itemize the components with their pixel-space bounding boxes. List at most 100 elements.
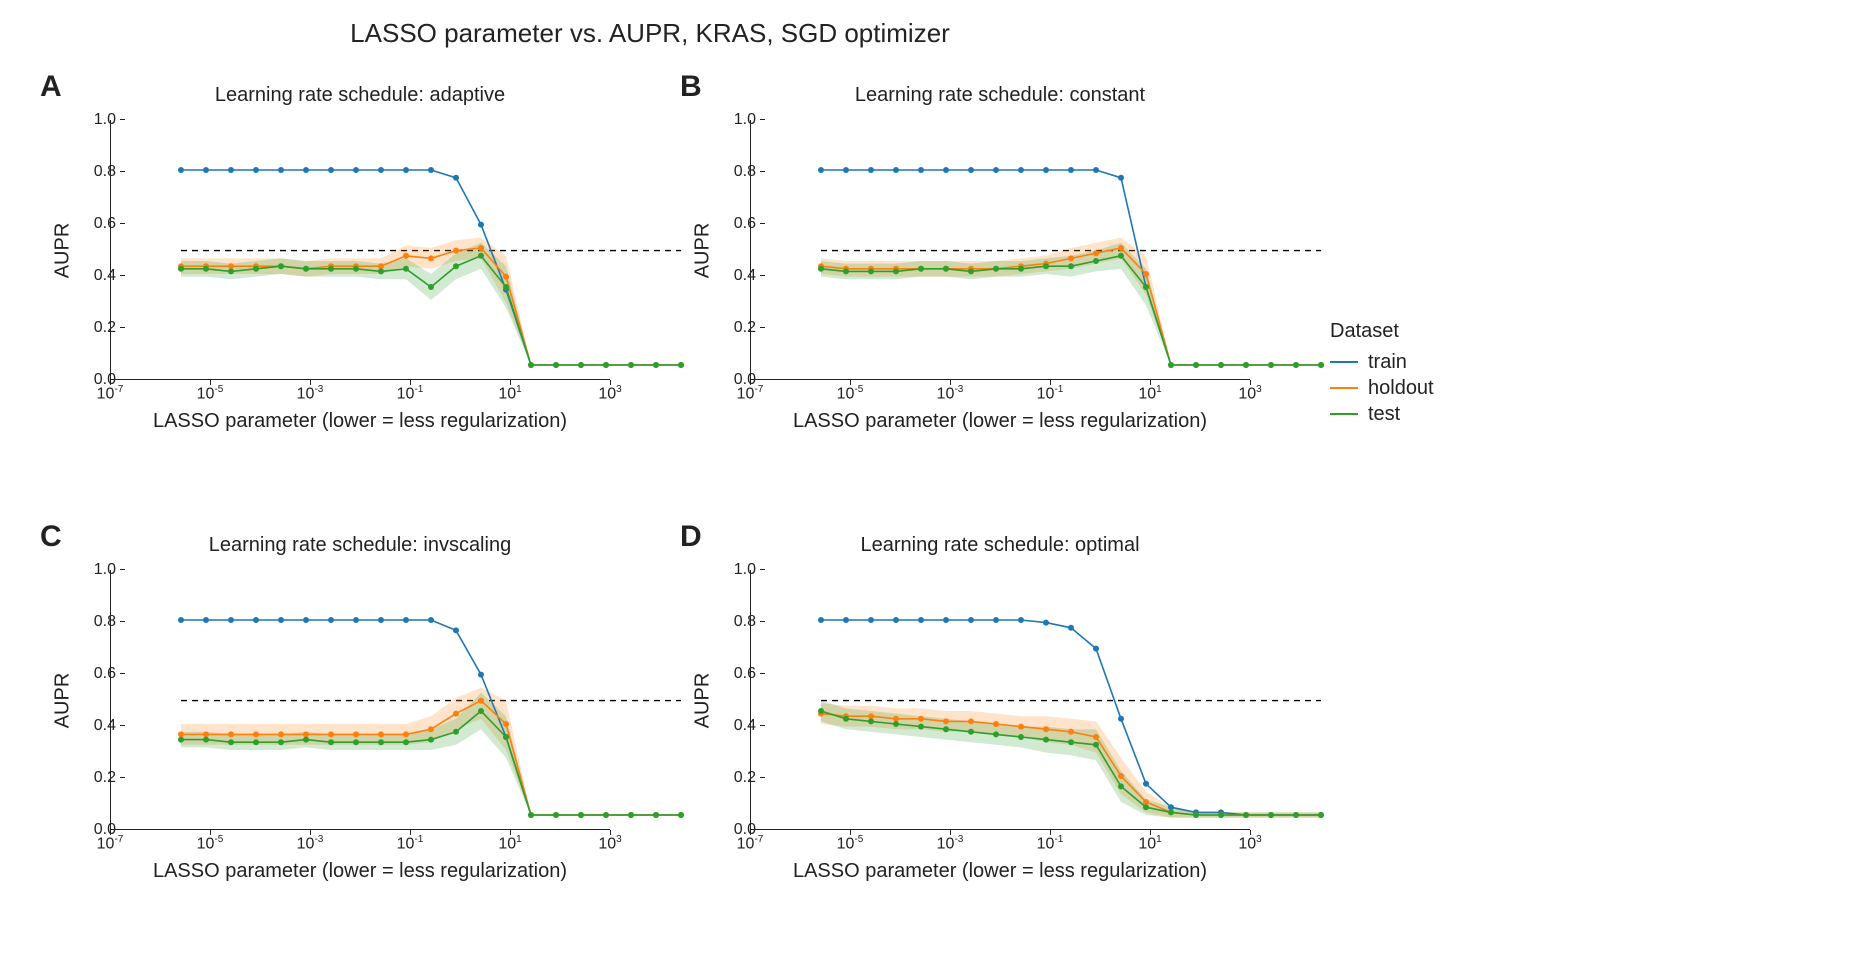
series-marker-test (1043, 737, 1049, 743)
series-marker-test (818, 708, 824, 714)
series-marker-test (228, 739, 234, 745)
y-axis-label: AUPR (50, 120, 76, 380)
series-marker-train (178, 617, 184, 623)
series-marker-test (1143, 284, 1149, 290)
series-marker-holdout (1093, 734, 1099, 740)
series-marker-test (1318, 362, 1324, 368)
series-marker-test (893, 721, 899, 727)
confidence-band-test (181, 693, 681, 815)
series-marker-test (603, 362, 609, 368)
series-marker-test (1168, 362, 1174, 368)
series-marker-holdout (893, 716, 899, 722)
y-axis-label: AUPR (690, 120, 716, 380)
y-tick: 1.0 (66, 112, 116, 128)
series-marker-test (278, 739, 284, 745)
plot-area (750, 570, 1250, 830)
series-marker-train (403, 617, 409, 623)
x-tick: 10-7 (80, 384, 140, 403)
series-marker-test (378, 739, 384, 745)
series-marker-test (1268, 812, 1274, 818)
series-marker-test (918, 266, 924, 272)
series-marker-train (178, 167, 184, 173)
series-marker-train (428, 167, 434, 173)
series-marker-test (203, 266, 209, 272)
series-marker-train (1018, 617, 1024, 623)
y-tick: 0.2 (706, 770, 756, 786)
y-tick: 0.6 (66, 666, 116, 682)
series-marker-train (1118, 175, 1124, 181)
series-marker-test (228, 268, 234, 274)
series-marker-train (968, 617, 974, 623)
series-marker-test (1018, 266, 1024, 272)
series-marker-holdout (178, 731, 184, 737)
legend-swatch-holdout (1330, 387, 1358, 389)
plot-area (750, 120, 1250, 380)
series-marker-holdout (428, 255, 434, 261)
series-marker-test (653, 362, 659, 368)
x-tick: 10-5 (180, 834, 240, 853)
series-marker-holdout (453, 711, 459, 717)
series-marker-test (1018, 734, 1024, 740)
series-marker-test (1268, 362, 1274, 368)
series-marker-test (993, 266, 999, 272)
series-marker-test (553, 362, 559, 368)
series-marker-test (1068, 263, 1074, 269)
y-tick: 0.2 (66, 770, 116, 786)
series-marker-test (478, 253, 484, 259)
series-marker-test (578, 362, 584, 368)
y-tick: 0.4 (706, 718, 756, 734)
series-marker-holdout (253, 731, 259, 737)
series-marker-test (893, 268, 899, 274)
series-marker-train (918, 617, 924, 623)
series-marker-test (1318, 812, 1324, 818)
series-marker-train (993, 167, 999, 173)
series-marker-test (528, 362, 534, 368)
series-marker-train (478, 672, 484, 678)
series-marker-holdout (428, 726, 434, 732)
series-marker-test (603, 812, 609, 818)
panel-letter: C (40, 520, 62, 554)
series-marker-train (818, 167, 824, 173)
y-tick: 0.8 (706, 614, 756, 630)
panel-title: Learning rate schedule: optimal (750, 534, 1250, 557)
series-marker-test (1043, 263, 1049, 269)
series-marker-test (328, 739, 334, 745)
series-marker-test (1193, 362, 1199, 368)
series-marker-test (503, 734, 509, 740)
series-marker-train (378, 617, 384, 623)
series-marker-test (178, 737, 184, 743)
series-marker-train (968, 167, 974, 173)
series-marker-train (403, 167, 409, 173)
series-marker-test (178, 266, 184, 272)
series-marker-train (278, 167, 284, 173)
series-marker-test (253, 266, 259, 272)
series-marker-train (303, 167, 309, 173)
series-marker-train (868, 617, 874, 623)
x-tick: 10-5 (180, 384, 240, 403)
series-marker-test (1193, 812, 1199, 818)
series-marker-holdout (303, 731, 309, 737)
series-marker-train (818, 617, 824, 623)
x-tick: 101 (480, 834, 540, 853)
series-marker-test (968, 729, 974, 735)
y-tick: 0.4 (66, 268, 116, 284)
series-marker-test (868, 718, 874, 724)
y-tick: 1.0 (66, 562, 116, 578)
series-marker-test (353, 739, 359, 745)
x-tick: 10-7 (720, 384, 780, 403)
series-marker-holdout (1118, 773, 1124, 779)
series-marker-test (553, 812, 559, 818)
y-tick: 0.4 (66, 718, 116, 734)
series-marker-test (818, 266, 824, 272)
panel-title: Learning rate schedule: adaptive (110, 84, 610, 107)
series-marker-train (1068, 167, 1074, 173)
series-marker-train (478, 222, 484, 228)
series-marker-train (328, 167, 334, 173)
figure-suptitle: LASSO parameter vs. AUPR, KRAS, SGD opti… (0, 18, 1300, 49)
series-marker-holdout (993, 721, 999, 727)
series-marker-holdout (1093, 250, 1099, 256)
series-marker-holdout (1043, 726, 1049, 732)
series-marker-test (868, 268, 874, 274)
series-marker-holdout (503, 274, 509, 280)
series-marker-holdout (503, 721, 509, 727)
